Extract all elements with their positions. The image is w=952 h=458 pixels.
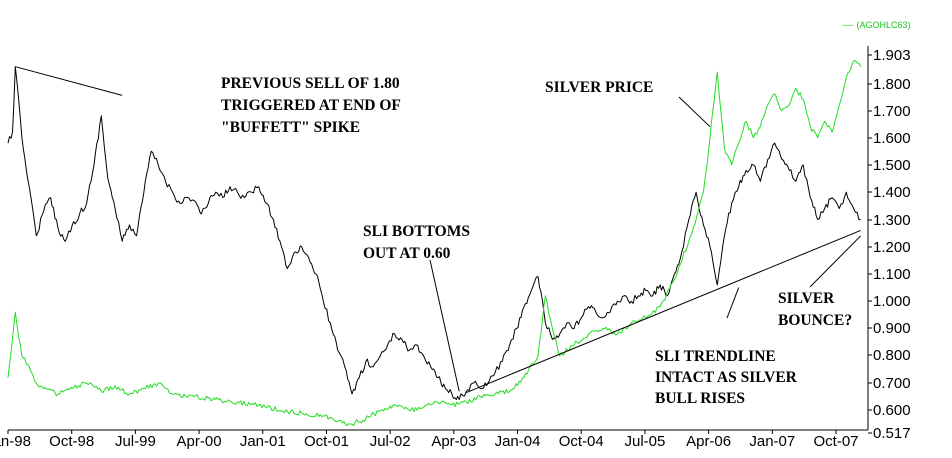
y-tick-label: 0.900 bbox=[873, 320, 911, 337]
annotation-text: SLI TRENDLINE bbox=[655, 348, 776, 365]
x-tick-label: Oct-01 bbox=[304, 433, 349, 450]
annotation-3: SLI BOTTOMS OUT AT 0.60 bbox=[363, 223, 470, 392]
x-tick-label: Jan-98 bbox=[0, 433, 31, 450]
annotation-text: PREVIOUS SELL OF 1.80 bbox=[221, 75, 400, 92]
y-tick-label: 0.800 bbox=[873, 347, 911, 364]
x-tick-label: Jul-05 bbox=[624, 433, 665, 450]
legend: ---- (AGOHLC63) bbox=[842, 20, 911, 30]
trendline-1 bbox=[466, 229, 861, 394]
annotation-text: BULL RISES bbox=[655, 390, 745, 407]
y-tick-label: 1.400 bbox=[873, 184, 911, 201]
y-tick-label: 1.100 bbox=[873, 266, 911, 283]
y-tick-label: 1.600 bbox=[873, 130, 911, 147]
annotation-text: TRIGGERED AT END OF bbox=[221, 97, 401, 114]
y-tick-label: 0.600 bbox=[873, 402, 911, 419]
annotation-text: INTACT AS SILVER bbox=[655, 369, 798, 386]
y-tick-label: 1.800 bbox=[873, 76, 911, 93]
x-tick-label: Oct-04 bbox=[559, 433, 604, 450]
legend-label: ---- (AGOHLC63) bbox=[842, 20, 911, 30]
y-tick-label: 0.700 bbox=[873, 375, 911, 392]
y-tick-label: 0.517 bbox=[873, 425, 911, 442]
y-tick-label: 1.500 bbox=[873, 157, 911, 174]
series-line-2 bbox=[7, 60, 862, 427]
x-axis-ticks: Jan-98 Oct-98 Jul-99 Apr-00 Jan-01 Oct-01 Jul-… bbox=[0, 430, 859, 450]
plot-area bbox=[7, 60, 862, 427]
annotations: PREVIOUS SELL OF 1.80 TRIGGERED AT END OF… bbox=[221, 75, 862, 407]
annotation-pointer bbox=[678, 96, 711, 128]
annotation-4: SILVER BOUNCE? bbox=[778, 235, 862, 329]
trendline-2 bbox=[15, 66, 123, 96]
annotation-2: SILVER PRICE bbox=[545, 79, 711, 128]
y-axis-ticks: 1.903 1.800 1.700 1.600 1.500 1.400 1.300 1.200… bbox=[868, 47, 911, 442]
annotation-pointer bbox=[429, 259, 460, 392]
annotation-1: PREVIOUS SELL OF 1.80 TRIGGERED AT END OF… bbox=[221, 75, 401, 136]
annotation-text: SILVER bbox=[778, 290, 835, 307]
x-tick-label: Apr-03 bbox=[431, 433, 476, 450]
x-tick-label: Oct-07 bbox=[813, 433, 858, 450]
y-tick-label: 1.700 bbox=[873, 103, 911, 120]
x-tick-label: Jan-07 bbox=[749, 433, 795, 450]
x-tick-label: Oct-98 bbox=[49, 433, 94, 450]
x-tick-label: Jan-01 bbox=[240, 433, 286, 450]
x-tick-label: Apr-00 bbox=[177, 433, 222, 450]
x-tick-label: Jan-04 bbox=[495, 433, 541, 450]
series-line-1 bbox=[7, 66, 861, 400]
annotation-pointer bbox=[726, 287, 740, 319]
annotation-text: BOUNCE? bbox=[778, 312, 852, 329]
y-tick-label: 1.000 bbox=[873, 293, 911, 310]
y-tick-label: 1.200 bbox=[873, 239, 911, 256]
annotation-text: "BUFFETT" SPIKE bbox=[221, 119, 360, 136]
x-tick-label: Jul-99 bbox=[115, 433, 156, 450]
annotation-text: SLI BOTTOMS bbox=[363, 223, 470, 240]
annotation-text: OUT AT 0.60 bbox=[363, 245, 451, 262]
x-tick-label: Jul-02 bbox=[370, 433, 411, 450]
y-tick-label: 1.903 bbox=[873, 47, 911, 64]
annotation-pointer bbox=[809, 235, 862, 288]
annotation-text: SILVER PRICE bbox=[545, 79, 653, 96]
annotation-5: SLI TRENDLINE INTACT AS SILVER BULL RISES bbox=[655, 287, 798, 407]
y-tick-label: 1.300 bbox=[873, 212, 911, 229]
x-tick-label: Apr-06 bbox=[686, 433, 731, 450]
